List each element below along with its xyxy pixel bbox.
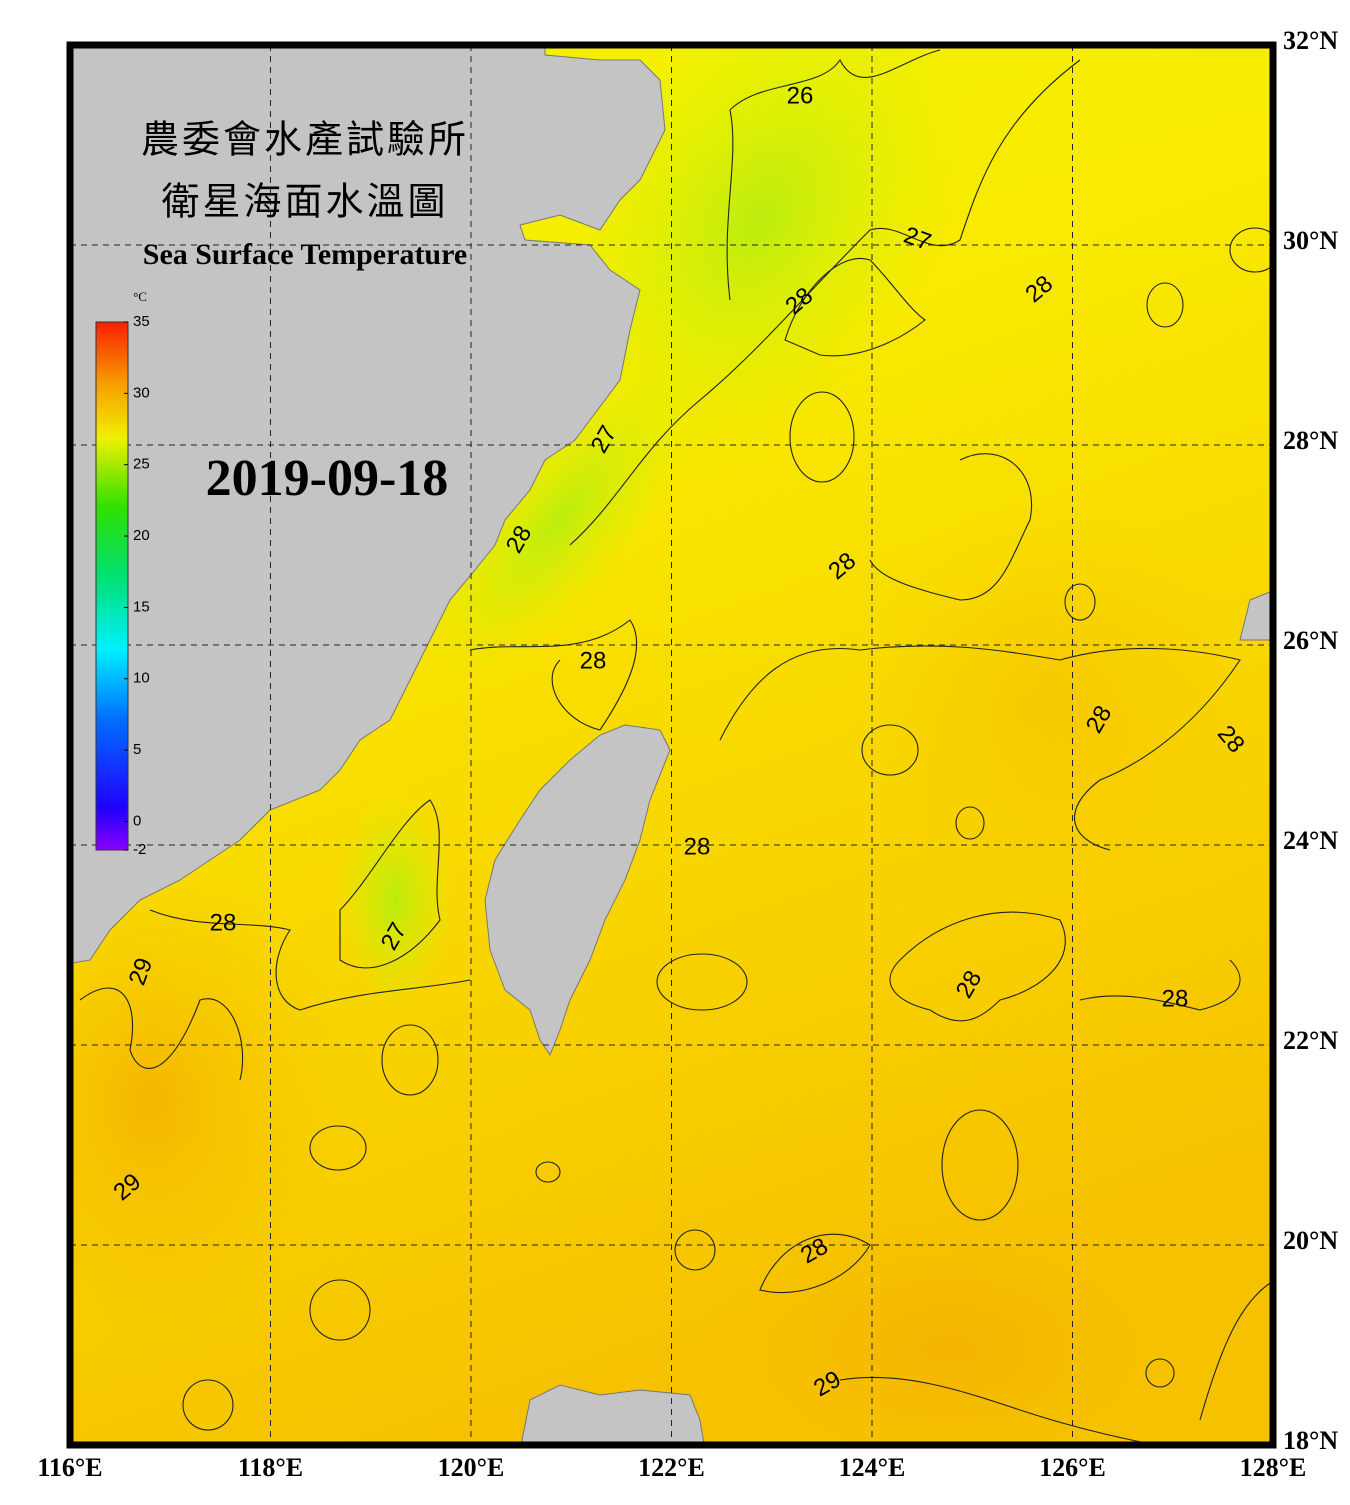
graticule [70, 45, 1273, 1445]
colorbar-tick-label: 5 [133, 741, 141, 758]
colorbar-tick-label: 20 [133, 527, 150, 544]
lat-label: 26°N [1283, 626, 1338, 655]
lon-label: 118°E [238, 1453, 303, 1482]
cool-water [417, 358, 703, 682]
warm-water [70, 850, 350, 1350]
colorbar-unit: °C [133, 289, 147, 304]
axis-labels: 116°E 118°E 120°E 122°E 124°E 126°E 128°E18°N 2… [37, 26, 1338, 1482]
land-taiwan [484, 724, 671, 1057]
date: 2019-09-18 [206, 450, 449, 507]
colorbar [95, 321, 129, 851]
lat-label: 28°N [1283, 426, 1338, 455]
contour-lines [79, 49, 1273, 1445]
contour-label: 28 [1162, 985, 1189, 1012]
lon-label: 128°E [1240, 1453, 1307, 1482]
colorbar-tick-label: -2 [133, 841, 146, 858]
map-frame [66, 41, 1277, 1449]
colorbar-tick-label: 25 [133, 456, 150, 473]
contour-label: 26 [787, 82, 814, 109]
lon-label: 120°E [438, 1453, 505, 1482]
warm-water [690, 1200, 1210, 1445]
contour-label: 28 [684, 833, 711, 860]
lat-label: 32°N [1283, 26, 1338, 55]
colorbar-tick-label: 10 [133, 670, 150, 687]
lon-label: 124°E [839, 1453, 906, 1482]
warm-water [850, 500, 1250, 900]
colorbar-ticks: 35 30 25 20 15 10 5 0 -2 [124, 313, 150, 858]
lat-label: 22°N [1283, 1026, 1338, 1055]
lon-label: 122°E [638, 1453, 705, 1482]
title-en: Sea Surface Temperature [143, 238, 467, 271]
lat-label: 18°N [1283, 1426, 1338, 1455]
colorbar-tick-label: 0 [133, 812, 141, 829]
colorbar-tick-label: 15 [133, 598, 150, 615]
lon-label: 126°E [1039, 1453, 1106, 1482]
land-luzon [520, 1384, 705, 1445]
contour-label: 28 [210, 909, 237, 936]
land-islands [1239, 590, 1273, 641]
title-zh: 衛星海面水溫圖 [161, 180, 448, 224]
lat-label: 20°N [1283, 1226, 1338, 1255]
contour-label: 28 [580, 647, 607, 674]
lon-label: 116°E [37, 1453, 102, 1482]
colorbar-tick-label: 30 [133, 384, 150, 401]
title-zh: 農委會水產試驗所 [141, 118, 469, 162]
lat-label: 24°N [1283, 826, 1338, 855]
lat-label: 30°N [1283, 226, 1338, 255]
colorbar-tick-label: 35 [133, 313, 150, 330]
land-china [70, 45, 666, 964]
